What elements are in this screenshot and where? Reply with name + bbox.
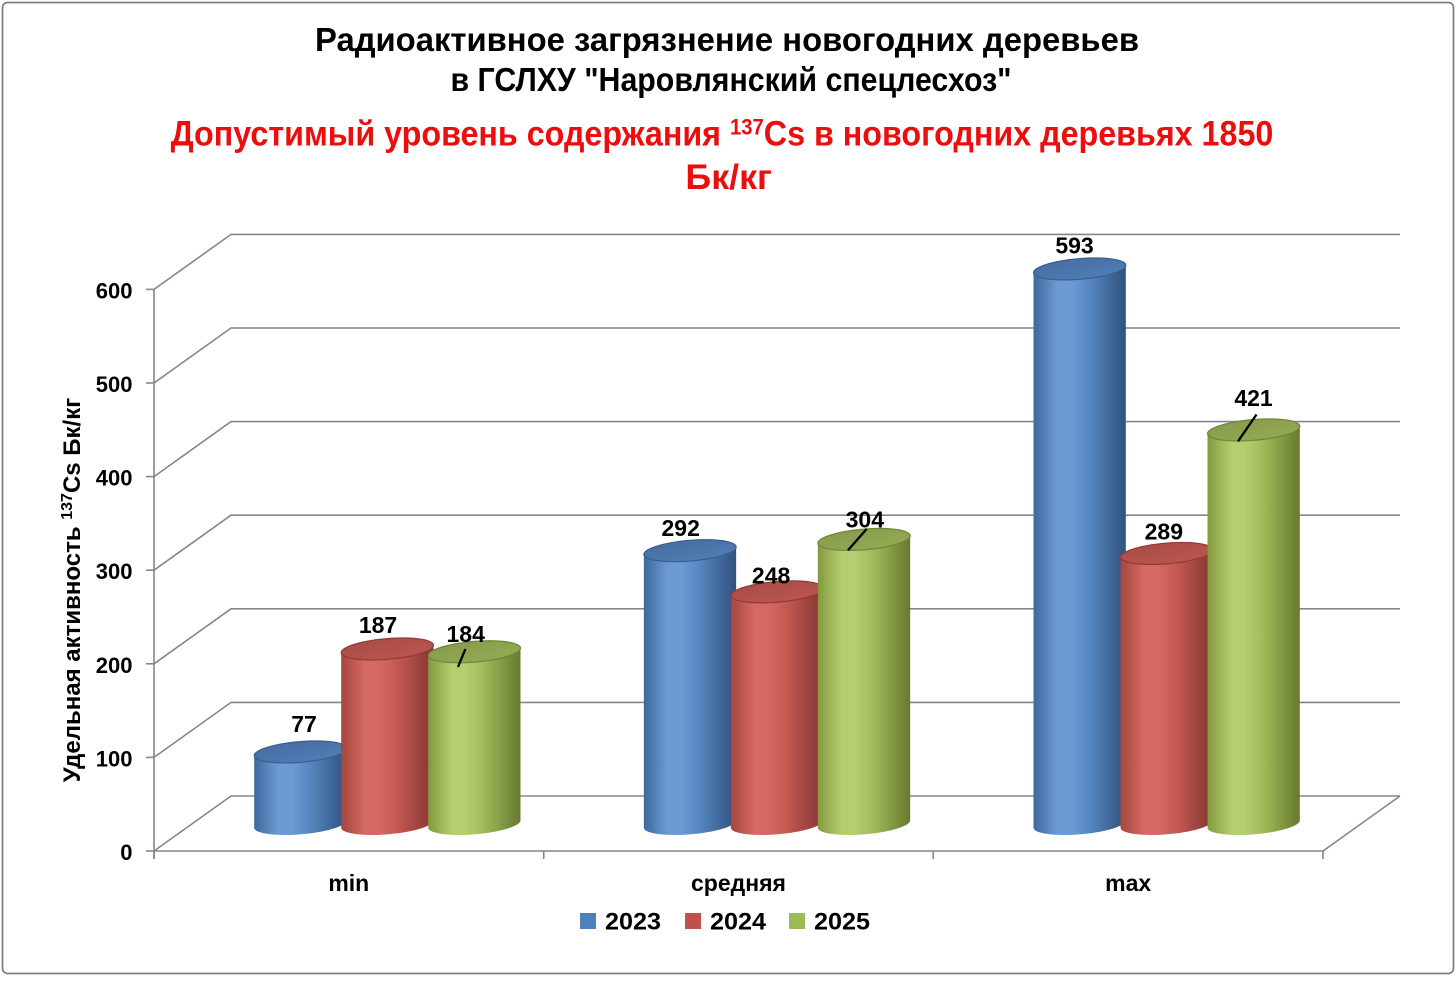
- svg-text:593: 593: [1055, 233, 1093, 259]
- svg-text:max: max: [1105, 870, 1151, 896]
- svg-text:100: 100: [96, 746, 133, 771]
- svg-text:289: 289: [1145, 519, 1183, 545]
- svg-text:в ГСЛХУ "Наровлянский спецлесх: в ГСЛХУ "Наровлянский спецлесхоз": [451, 61, 1012, 98]
- svg-text:Допустимый уровень содержания: Допустимый уровень содержания 137Cs в но…: [171, 115, 1274, 153]
- svg-text:300: 300: [96, 559, 133, 584]
- svg-text:421: 421: [1234, 385, 1273, 411]
- svg-text:77: 77: [291, 711, 317, 737]
- svg-text:средняя: средняя: [691, 870, 786, 896]
- svg-text:2023: 2023: [605, 909, 661, 936]
- svg-text:min: min: [328, 870, 369, 896]
- svg-text:Бк/кг: Бк/кг: [685, 158, 772, 197]
- svg-text:292: 292: [662, 515, 700, 541]
- svg-text:400: 400: [96, 466, 133, 491]
- svg-text:0: 0: [120, 840, 132, 865]
- svg-text:248: 248: [752, 562, 791, 588]
- svg-text:2025: 2025: [814, 909, 870, 936]
- svg-text:200: 200: [96, 653, 133, 678]
- svg-text:304: 304: [846, 506, 885, 532]
- svg-text:500: 500: [96, 372, 133, 397]
- svg-text:2024: 2024: [710, 909, 767, 936]
- svg-text:184: 184: [447, 621, 486, 647]
- svg-text:600: 600: [96, 278, 133, 303]
- svg-text:187: 187: [359, 612, 397, 638]
- svg-text:Радиоактивное загрязнение ново: Радиоактивное загрязнение новогодних дер…: [315, 21, 1139, 58]
- svg-text:Удельная активность 137Cs Бк/к: Удельная активность 137Cs Бк/кг: [59, 398, 86, 783]
